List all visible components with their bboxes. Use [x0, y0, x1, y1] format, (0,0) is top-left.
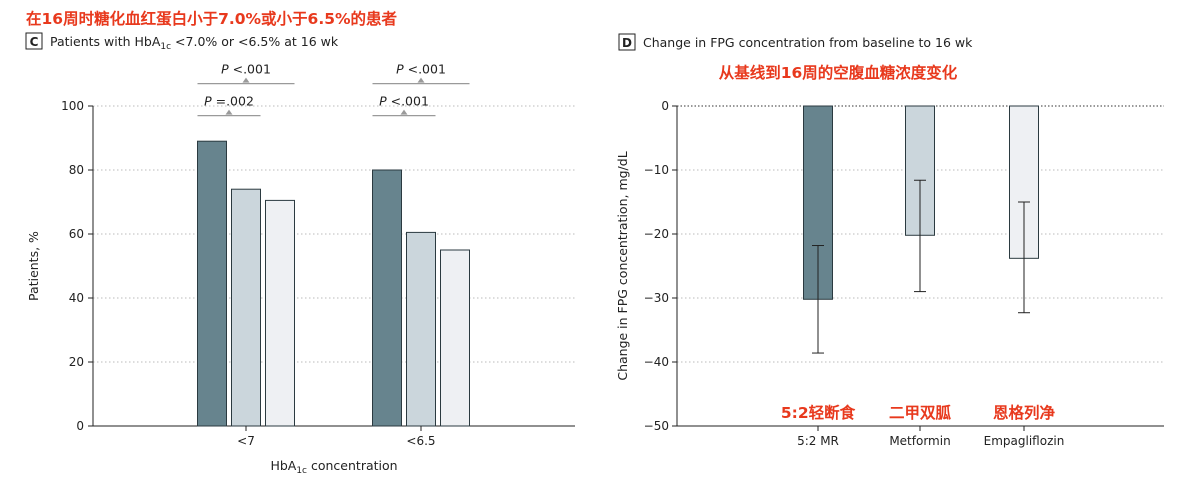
panel-c-p-value-text: <.001 — [404, 62, 446, 77]
panel-c-letter-box — [25, 32, 43, 50]
panel-c-y-ticks: 0 20 40 60 80 100 — [61, 99, 93, 433]
panel-c-p-value-letter: P — [204, 94, 212, 109]
panel-d-chinese-labels: 5:2轻断食 二甲双胍 恩格列净 — [781, 403, 1056, 422]
panel-c-y-tick-label: 60 — [69, 227, 84, 241]
panel-d-error-bars — [812, 179, 1030, 354]
panel-c-p-value-letter: P — [379, 94, 387, 109]
panel-d-chinese-category-label: 二甲双胍 — [889, 403, 952, 422]
panel-d-chinese-category-label: 恩格列净 — [993, 403, 1056, 422]
panel-d-x-ticks: 5:2 MR Metformin Empagliflozin — [797, 426, 1064, 448]
panel-d-bars — [803, 105, 1039, 300]
panel-c-p-value-letter: P — [396, 62, 404, 77]
panel-c-significance-marker — [417, 77, 425, 83]
panel-c-gridlines — [93, 105, 575, 363]
panel-d-chinese-banner: 从基线到16周的空腹血糖浓度变化 — [719, 63, 958, 82]
panel-d-x-tick-label: Metformin — [889, 434, 950, 448]
panel-c-xlabel-sub: 1c — [296, 466, 307, 476]
panel-c-bar — [197, 140, 227, 427]
panel-c-bar — [265, 199, 295, 427]
panel-c-title-pre: Patients with HbA — [50, 34, 161, 49]
panel-d-y-tick-label: −40 — [644, 355, 669, 369]
panel-d-x-tick-label: Empagliflozin — [984, 434, 1065, 448]
panel-d-y-tick-label: 0 — [661, 99, 669, 113]
panel-c-bar — [406, 231, 436, 427]
panel-d-letter: D — [622, 36, 632, 50]
panel-c-significance-marker — [225, 109, 233, 115]
panel-d-y-tick-label: −30 — [644, 291, 669, 305]
panel-d-x-tick-label: 5:2 MR — [797, 434, 839, 448]
panel-d-y-tick-label: −50 — [644, 419, 669, 433]
panel-c-p-value-text: =.002 — [212, 94, 254, 109]
panel-d-chinese-category-label: 5:2轻断食 — [781, 403, 856, 422]
panel-c-p-value-letter: P — [221, 62, 229, 77]
panel-c-p-value-text: <.001 — [229, 62, 271, 77]
panel-d-title: Change in FPG concentration from baselin… — [643, 35, 973, 50]
panel-c-bar — [440, 249, 470, 427]
panel-c-x-axis-label: HbA1c concentration — [270, 458, 397, 476]
panel-c-y-tick-label: 80 — [69, 163, 84, 177]
panel-c-significance-marker — [400, 109, 408, 115]
panel-c: 在16周时糖化血红蛋白小于7.0%或小于6.5%的患者 C Patients w… — [25, 9, 575, 476]
panel-c-x-ticks: <7 <6.5 — [237, 426, 436, 448]
panel-c-p-value-text: <.001 — [387, 94, 429, 109]
panel-c-p-value: P <.001 — [221, 62, 271, 77]
panel-d-y-axis-label: Change in FPG concentration, mg/dL — [615, 151, 630, 380]
panel-d-y-tick-label: −20 — [644, 227, 669, 241]
panel-c-x-tick-label: <7 — [237, 434, 255, 448]
panel-c-p-value: P <.001 — [379, 94, 429, 109]
panel-c-y-tick-label: 20 — [69, 355, 84, 369]
panel-c-xlabel-pre: HbA — [270, 458, 296, 473]
panel-c-y-tick-label: 100 — [61, 99, 84, 113]
panel-d-letter-box — [618, 33, 636, 51]
panel-d-y-tick-label: −10 — [644, 163, 669, 177]
panel-c-bar — [372, 169, 402, 427]
panel-c-bars — [197, 140, 470, 427]
panel-c-letter: C — [30, 35, 39, 49]
panel-d: D Change in FPG concentration from basel… — [615, 33, 1164, 448]
panel-d-gridlines — [677, 169, 1164, 363]
panel-c-title: Patients with HbA1c <7.0% or <6.5% at 16… — [50, 34, 339, 52]
panel-c-y-axis-label: Patients, % — [26, 231, 41, 301]
panel-c-significance-marker — [242, 77, 250, 83]
panel-c-title-sub: 1c — [160, 42, 171, 52]
panel-c-p-value: P <.001 — [396, 62, 446, 77]
panel-c-y-tick-label: 40 — [69, 291, 84, 305]
panel-c-bar — [231, 188, 261, 427]
panel-c-x-tick-label: <6.5 — [406, 434, 435, 448]
panel-c-chinese-banner: 在16周时糖化血红蛋白小于7.0%或小于6.5%的患者 — [26, 9, 397, 28]
panel-c-y-tick-label: 0 — [76, 419, 84, 433]
panel-c-title-post: <7.0% or <6.5% at 16 wk — [171, 34, 339, 49]
panel-d-y-ticks: 0 −10 −20 −30 −40 −50 — [644, 99, 677, 433]
panel-c-p-value: P =.002 — [204, 94, 254, 109]
panel-c-xlabel-post: concentration — [307, 458, 398, 473]
